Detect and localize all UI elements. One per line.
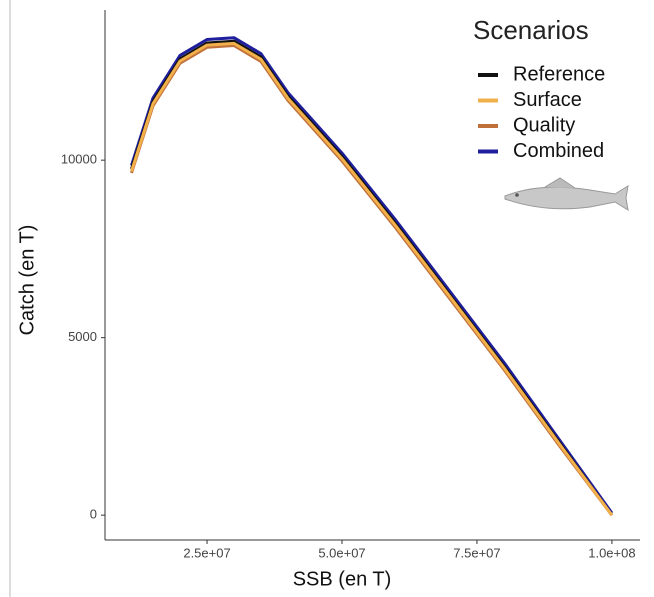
legend-label: Reference [513, 63, 605, 85]
x-axis-title: SSB (en T) [293, 568, 392, 590]
series-group [130, 36, 614, 517]
x-tick-label: 5.0e+07 [318, 545, 365, 560]
legend-label: Surface [513, 89, 582, 111]
x-tick-label: 7.5e+07 [453, 545, 500, 560]
legend-label: Quality [513, 114, 575, 136]
series-line [130, 39, 614, 517]
plot-layer: 0 5000 10000 2.5e+07 5.0e+07 7.5e+07 1.0e+08 Re… [61, 36, 636, 560]
x-tick-label: 2.5e+07 [183, 545, 230, 560]
legend-label: Combined [513, 140, 604, 162]
y-axis-title: Catch (en T) [16, 225, 38, 336]
y-tick-label: 0 [90, 507, 97, 522]
legend-title: Scenarios [473, 15, 589, 45]
y-tick-label: 10000 [61, 152, 97, 167]
x-tick-label: 1.0e+08 [588, 545, 635, 560]
series-line [130, 41, 614, 517]
fish-icon [504, 177, 629, 212]
series-line [130, 36, 614, 514]
y-tick-label: 5000 [68, 329, 97, 344]
